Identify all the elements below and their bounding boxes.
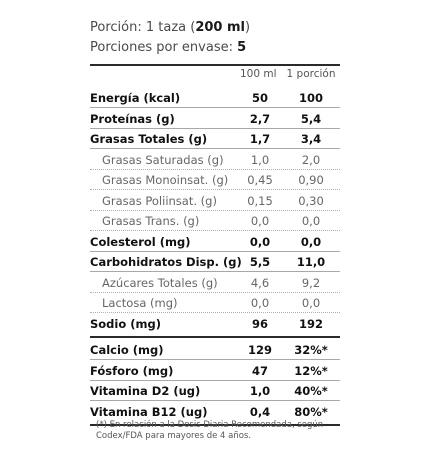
footnote-line-2: Codex/FDA para mayores de 4 años. [96, 431, 252, 441]
value-per-portion: 5,4 [300, 111, 322, 126]
nutrient-row: Calcio (mg) 129 32%* [90, 340, 340, 360]
nutrient-row: Grasas Poliinsat. (g) 0,15 0,30 [90, 191, 340, 211]
value-per-portion: 0,0 [301, 296, 321, 310]
value-per-portion: 3,4 [300, 132, 322, 146]
nutrient-row: Proteínas (g) 2,7 5,4 [90, 109, 340, 129]
servings-per-container: Porciones por envase: 5 [90, 38, 340, 58]
nutrient-row: Colesterol (mg) 0,0 0,0 [90, 232, 340, 252]
nutrient-row: Sodio (mg) 96 192 [90, 314, 340, 334]
nutrient-row: Grasas Totales (g) 1,7 3,4 [90, 129, 340, 149]
column-header-100ml: 100 ml [240, 68, 277, 80]
row-divider [90, 312, 340, 313]
row-divider [90, 168, 340, 170]
per-container-label: Porciones por envase: [90, 40, 238, 55]
value-per-portion: 2,0 [301, 152, 321, 167]
nutrient-row: Carbohidratos Disp. (g) 5,5 11,0 [90, 252, 340, 272]
nutrient-label: Colesterol (mg) [90, 234, 191, 249]
nutrient-label: Grasas Totales (g) [90, 132, 208, 146]
nutrient-row: Vitamina D2 (ug) 1,0 40%* [90, 381, 340, 401]
row-divider [90, 379, 340, 381]
portion-value: 200 ml [195, 20, 245, 35]
value-per-portion: 0,0 [301, 214, 321, 228]
value-per-100ml: 0,4 [249, 404, 271, 419]
value-per-100ml: 0,15 [247, 193, 273, 208]
value-per-portion: 80%* [294, 404, 328, 419]
nutrient-label: Carbohidratos Disp. (g) [90, 255, 242, 269]
nutrient-row: Grasas Monoinsat. (g) 0,45 0,90 [90, 170, 340, 190]
value-per-portion: 0,0 [300, 234, 322, 249]
nutrient-label: Grasas Monoinsat. (g) [102, 173, 229, 187]
value-per-portion: 0,30 [298, 193, 324, 208]
row-divider [90, 271, 340, 272]
portion-label: Porción: 1 taza ( [90, 20, 196, 35]
nutrient-label: Grasas Saturadas (g) [102, 152, 224, 167]
value-per-100ml: 47 [251, 363, 268, 378]
section-divider [90, 336, 340, 338]
column-header-portion: 1 porción [286, 68, 336, 80]
row-divider [90, 250, 340, 252]
nutrient-row: Fósforo (mg) 47 12%* [90, 361, 340, 381]
row-divider [90, 209, 340, 211]
value-per-100ml: 0,0 [250, 214, 270, 228]
nutrient-label: Vitamina B12 (ug) [90, 404, 208, 419]
value-per-100ml: 0,0 [249, 234, 271, 249]
value-per-portion: 40%* [294, 384, 328, 398]
serving-size: Porción: 1 taza (200 ml) [90, 18, 340, 38]
nutrient-label: Fósforo (mg) [90, 363, 174, 378]
portion-close: ) [245, 20, 251, 35]
row-divider [90, 127, 340, 129]
nutrient-label: Calcio (mg) [90, 343, 164, 357]
table-bottom-divider [90, 424, 340, 426]
value-per-portion: 192 [298, 316, 323, 331]
nutrient-row: Lactosa (mg) 0,0 0,0 [90, 293, 340, 313]
nutrient-label: Proteínas (g) [90, 111, 175, 126]
value-per-portion: 32%* [294, 343, 328, 357]
value-per-100ml: 129 [247, 343, 272, 357]
nutrition-facts-panel: Porción: 1 taza (200 ml) Porciones por e… [90, 18, 340, 426]
value-per-100ml: 1,0 [250, 152, 270, 167]
value-per-100ml: 2,7 [249, 111, 271, 126]
value-per-portion: 100 [298, 91, 323, 105]
value-per-100ml: 0,45 [247, 173, 273, 187]
nutrient-label: Azúcares Totales (g) [102, 275, 218, 290]
row-divider [90, 291, 340, 293]
value-per-portion: 9,2 [301, 275, 321, 290]
nutrient-label: Energía (kcal) [90, 91, 181, 105]
value-per-100ml: 5,5 [249, 255, 271, 269]
footnote: (*) En relación a la Dosis Diaria Recome… [96, 420, 336, 442]
nutrient-row: Grasas Saturadas (g) 1,0 2,0 [90, 150, 340, 170]
value-per-100ml: 50 [251, 91, 268, 105]
value-per-100ml: 1,0 [249, 384, 271, 398]
value-per-100ml: 96 [251, 316, 268, 331]
footnote-line-1: (*) En relación a la Dosis Diaria Recome… [96, 420, 324, 430]
value-per-portion: 0,90 [298, 173, 324, 187]
nutrient-row: Grasas Trans. (g) 0,0 0,0 [90, 211, 340, 231]
nutrient-row: Energía (kcal) 50 100 [90, 88, 340, 108]
row-divider [90, 359, 340, 360]
per-container-value: 5 [237, 40, 247, 55]
value-per-portion: 11,0 [296, 255, 326, 269]
row-divider [90, 189, 340, 190]
value-per-portion: 12%* [294, 363, 328, 378]
nutrient-label: Sodio (mg) [90, 316, 161, 331]
nutrient-label: Grasas Poliinsat. (g) [102, 193, 217, 208]
header-divider [90, 64, 340, 66]
row-divider [90, 400, 340, 401]
row-divider [90, 107, 340, 108]
row-divider [90, 148, 340, 149]
nutrient-label: Vitamina D2 (ug) [90, 384, 201, 398]
nutrient-label: Grasas Trans. (g) [102, 214, 200, 228]
nutrient-row: Vitamina B12 (ug) 0,4 80%* [90, 402, 340, 422]
row-divider [90, 230, 340, 231]
value-per-100ml: 1,7 [249, 132, 271, 146]
nutrient-label: Lactosa (mg) [102, 296, 178, 310]
value-per-100ml: 0,0 [250, 296, 270, 310]
value-per-100ml: 4,6 [250, 275, 270, 290]
nutrient-row: Azúcares Totales (g) 4,6 9,2 [90, 273, 340, 293]
